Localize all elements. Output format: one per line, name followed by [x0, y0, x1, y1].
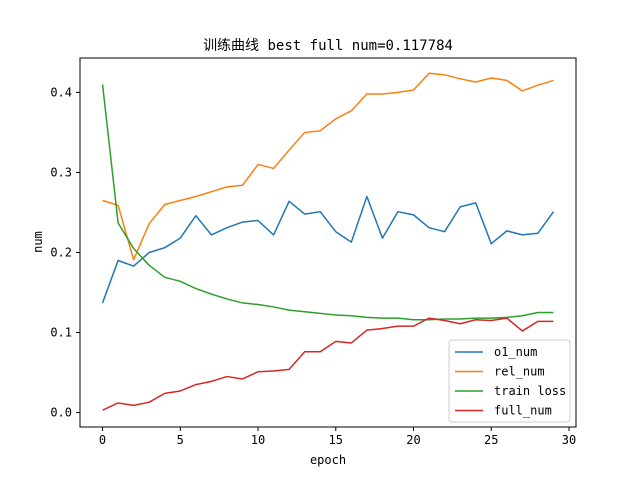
legend-label: full_num: [494, 404, 552, 418]
y-axis: 0.0 0.1 0.2 0.3 0.4: [50, 85, 80, 420]
x-tick-label: 5: [177, 433, 184, 447]
y-tick-label: 0.3: [50, 165, 72, 179]
y-tick-label: 0.1: [50, 326, 72, 340]
legend-label: o1_num: [494, 345, 537, 359]
x-tick-label: 25: [484, 433, 498, 447]
chart-title: 训练曲线 best full num=0.117784: [203, 38, 453, 54]
series-line-train-loss: [101, 84, 554, 321]
x-tick-label: 20: [406, 433, 420, 447]
legend-box: [448, 339, 571, 423]
series-line-o1_num: [101, 195, 555, 304]
x-tick-label: 30: [562, 433, 576, 447]
x-tick-label: 15: [329, 433, 343, 447]
x-tick-label: 0: [99, 433, 106, 447]
series-lines: [101, 72, 555, 411]
legend-label: rel_num: [494, 365, 545, 379]
x-axis-label: epoch: [310, 453, 346, 467]
plot-area-frame: [79, 57, 577, 428]
legend-label: train loss: [494, 384, 566, 398]
series-line-full_num: [102, 317, 554, 411]
x-axis: 0 5 10 15 20 25 30: [99, 427, 576, 447]
series-line-rel_num: [102, 72, 554, 261]
y-tick-label: 0.2: [50, 246, 72, 260]
y-axis-label: num: [31, 231, 45, 253]
y-tick-label: 0.0: [50, 406, 72, 420]
y-tick-label: 0.4: [50, 85, 72, 99]
x-tick-label: 10: [251, 433, 265, 447]
